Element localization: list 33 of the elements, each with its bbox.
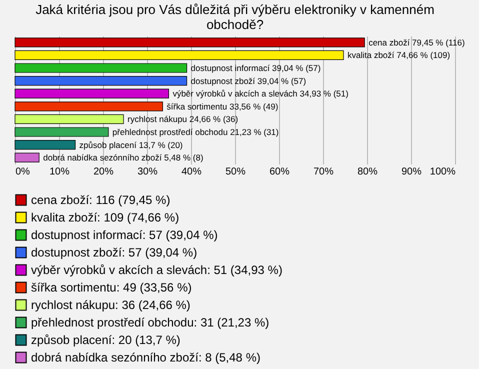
x-tick-label: 30%: [137, 166, 158, 178]
legend-label: cena zboží: 116 (79,45 %): [31, 193, 170, 207]
x-tick-label: 0%: [16, 166, 30, 178]
x-tick-label: 20%: [93, 166, 114, 178]
data-label: dostupnost zboží 39,04 % (57): [190, 76, 306, 86]
x-tick-label: 10%: [49, 166, 70, 178]
data-label: dostupnost informací 39,04 % (57): [190, 63, 321, 73]
legend-label: kvalita zboží: 109 (74,66 %): [31, 210, 180, 224]
text: Jaká kritéria jsou pro Vás důležitá při výběru elektroniky v kamenném: [36, 2, 434, 17]
data-label: cena zboží 79,45 % (116): [368, 37, 465, 48]
data-label: šířka sortimentu 33,56 % (49): [166, 101, 278, 112]
x-tick-label: 40%: [181, 166, 202, 178]
data-label: kvalita zboží 74,66 % (109): [348, 50, 450, 60]
x-tick-label: 90%: [401, 166, 422, 178]
legend-label: dostupnost informací: 57 (39,04 %): [31, 228, 218, 242]
data-label: přehlednost prostředí obchodu 21,23 % (31): [112, 127, 279, 137]
data-label: výběr výrobků v akcích a slevách 34,93 % (51): [172, 88, 349, 99]
text: obchodě?: [206, 17, 264, 32]
data-label: dobrá nabídka sezónního zboží 5,48 % (8): [43, 152, 204, 163]
x-tick-label: 50%: [225, 166, 246, 178]
data-label: způsob placení 13,7 % (20): [79, 140, 183, 150]
legend-label: výběr výrobků v akcích a slevách: 51 (34,93 %): [31, 263, 282, 277]
legend-label: šířka sortimentu: 49 (33,56 %): [31, 280, 192, 294]
legend-label: dostupnost zboží: 57 (39,04 %): [31, 246, 198, 260]
data-label: rychlost nákupu 24,66 % (36): [128, 114, 238, 124]
legend-label: způsob placení: 20 (13,7 %): [31, 333, 180, 347]
legend-label: přehlednost prostředí obchodu: 31 (21,23 %): [31, 316, 270, 330]
x-tick-label: 70%: [313, 166, 334, 178]
legend-label: dobrá nabídka sezónního zboží: 8 (5,48 %): [31, 350, 260, 364]
x-tick-label: 80%: [357, 166, 378, 178]
x-tick-label: 60%: [269, 166, 290, 178]
x-tick-label: 100%: [430, 166, 456, 178]
legend-label: rychlost nákupu: 36 (24,66 %): [31, 298, 190, 312]
